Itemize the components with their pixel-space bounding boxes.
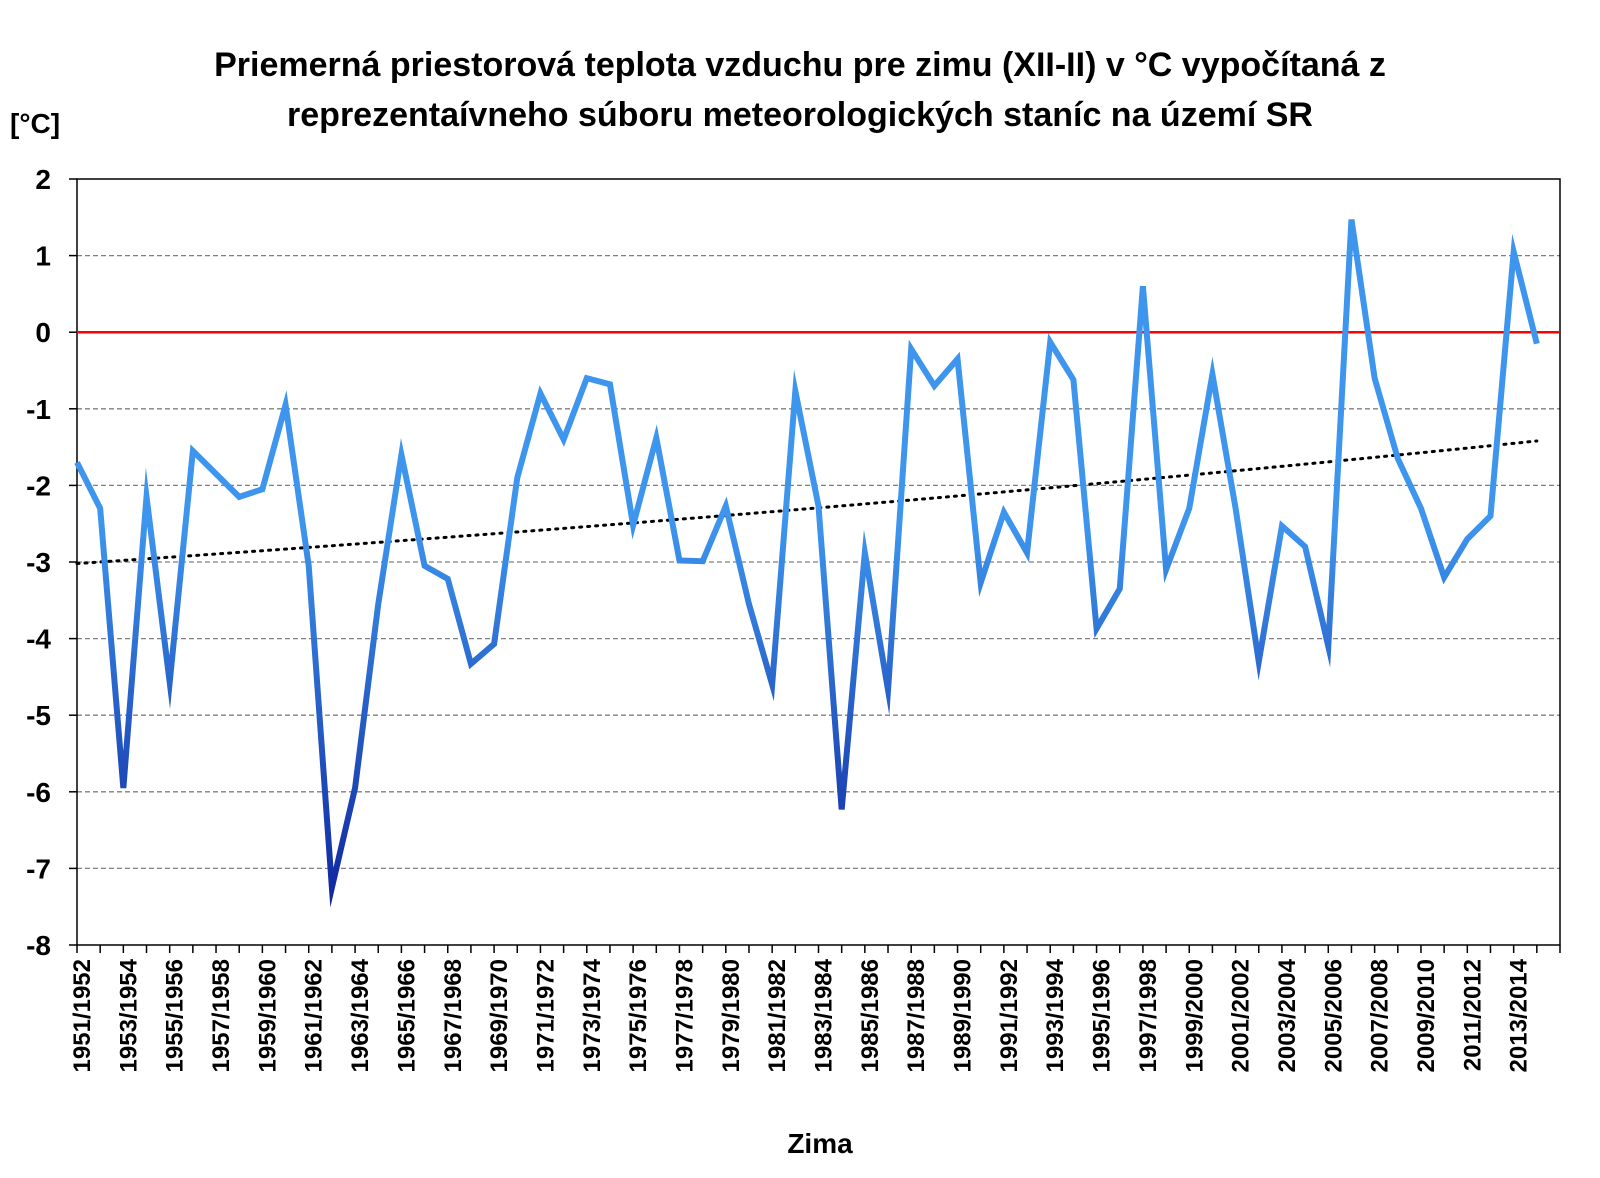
x-axis-title: Zima: [787, 1128, 853, 1159]
x-tick-label: 1981/1982: [764, 959, 791, 1072]
x-tick-label: 1959/1960: [254, 959, 281, 1072]
x-tick-label: 1979/1980: [718, 959, 745, 1072]
y-tick-label: -5: [26, 700, 51, 731]
y-tick-label: -3: [26, 547, 51, 578]
x-tick-label: 1955/1956: [162, 959, 189, 1072]
y-tick-label: -6: [26, 777, 51, 808]
x-tick-label: 1961/1962: [301, 959, 328, 1072]
y-tick-label: -8: [26, 930, 51, 961]
x-tick-label: 1963/1964: [347, 958, 374, 1072]
y-tick-label: -2: [26, 470, 51, 501]
x-tick-label: 2009/2010: [1413, 959, 1440, 1072]
x-tick-label: 1965/1966: [393, 959, 420, 1072]
x-tick-label: 1999/2000: [1181, 959, 1208, 1072]
x-tick-label: 1997/1998: [1135, 959, 1162, 1072]
y-tick-label: -1: [26, 394, 51, 425]
x-tick-label: 1983/1984: [811, 958, 838, 1072]
x-tick-label: 1957/1958: [208, 959, 235, 1072]
x-tick-label: 2013/2014: [1506, 958, 1533, 1072]
x-tick-label: 1967/1968: [440, 959, 467, 1072]
x-tick-label: 1985/1986: [857, 959, 884, 1072]
x-tick-label: 1991/1992: [996, 959, 1023, 1072]
x-tick-label: 1969/1970: [486, 959, 513, 1072]
y-tick-label: 2: [35, 164, 51, 195]
x-tick-label: 2001/2002: [1228, 959, 1255, 1072]
x-tick-label: 2007/2008: [1367, 959, 1394, 1072]
x-tick-label: 1973/1974: [579, 958, 606, 1072]
x-tick-label: 2003/2004: [1274, 958, 1301, 1072]
x-tick-label: 2005/2006: [1320, 959, 1347, 1072]
y-tick-label: 1: [35, 241, 51, 272]
x-tick-label: 1995/1996: [1089, 959, 1116, 1072]
x-tick-label: 1953/1954: [115, 958, 142, 1072]
y-tick-label: 0: [35, 317, 51, 348]
x-tick-label: 1987/1988: [903, 959, 930, 1072]
x-tick-label: 1989/1990: [950, 959, 977, 1072]
x-tick-label: 2011/2012: [1459, 959, 1486, 1071]
x-tick-label: 1975/1976: [625, 959, 652, 1072]
y-tick-label: -7: [26, 853, 51, 884]
x-tick-label: 1993/1994: [1042, 958, 1069, 1072]
y-tick-label: -4: [26, 624, 51, 655]
chart-title-line-1: Priemerná priestorová teplota vzduchu pr…: [214, 46, 1386, 84]
x-tick-label: 1951/1952: [69, 959, 96, 1072]
y-axis-unit-label: [°C]: [10, 108, 61, 139]
x-tick-label: 1971/1972: [532, 959, 559, 1072]
chart-title: Priemerná priestorová teplota vzduchu pr…: [0, 40, 1600, 140]
temperature-series-line: [74, 219, 1540, 908]
x-tick-label: 1977/1978: [671, 959, 698, 1072]
chart-title-line-2: reprezentaívneho súboru meteorologických…: [287, 96, 1313, 134]
